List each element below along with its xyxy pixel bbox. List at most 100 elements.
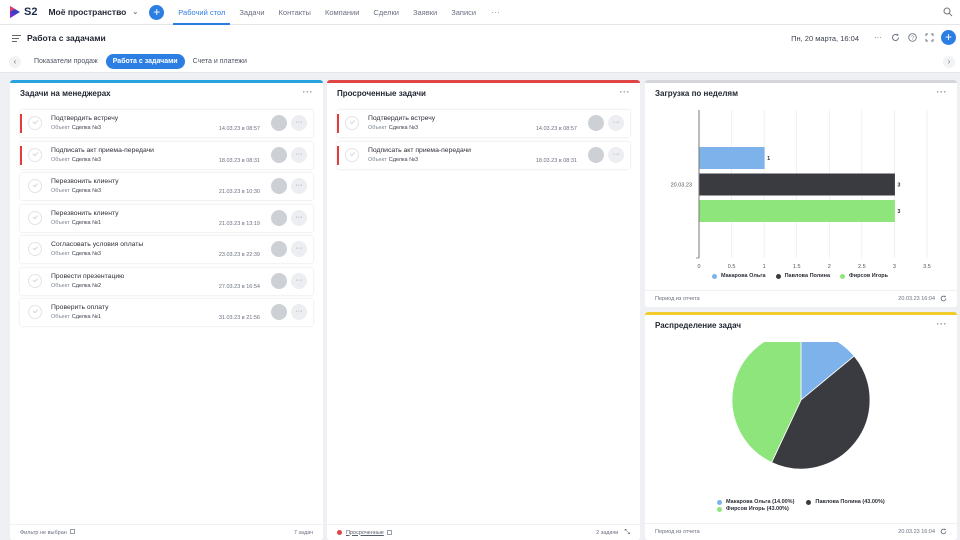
task-object-link[interactable]: Сделка №2 (71, 282, 102, 289)
task-object-link[interactable]: Сделка №1 (71, 314, 102, 320)
task-card[interactable]: Провести презентацию Объект Сделка №2 27.03… (20, 267, 313, 295)
logo[interactable]: S2 (9, 6, 37, 18)
panel-menu-icon[interactable]: ··· (936, 87, 947, 97)
top-bar: S2 Моё пространство ⌄ + Рабочий стол Зад… (0, 0, 960, 25)
panel-menu-icon[interactable]: ··· (619, 87, 630, 97)
chevron-right-icon[interactable]: › (943, 56, 955, 68)
avatar[interactable] (588, 115, 604, 131)
nav-contacts[interactable]: Контакты (278, 7, 311, 17)
complete-check-icon[interactable] (28, 179, 42, 193)
task-more-icon[interactable]: ··· (291, 241, 307, 257)
task-object-link[interactable]: Сделка №3 (71, 125, 102, 131)
task-card[interactable]: Подписать акт приема-передачи Объект Сделк… (20, 141, 313, 169)
avatar[interactable] (588, 146, 604, 163)
legend-item[interactable]: Макарова Ольга (14.00%) (717, 499, 794, 505)
workspace-selector[interactable]: Моё пространство ⌄ (48, 7, 138, 17)
avatar[interactable] (271, 272, 287, 289)
complete-check-icon[interactable] (28, 242, 42, 256)
chevron-left-icon[interactable]: ‹ (9, 56, 21, 68)
add-button[interactable]: + (149, 4, 165, 20)
task-object-link[interactable]: Сделка №3 (71, 156, 102, 163)
add-widget-button[interactable]: + (941, 29, 956, 45)
legend-item[interactable]: Павлова Полина (43.00%) (806, 499, 885, 505)
resize-handle-icon[interactable]: ⤡ (624, 528, 630, 536)
task-card[interactable]: Подписать акт приема-передачи Объект Сделк… (337, 141, 630, 169)
nav-records[interactable]: Записи (451, 7, 477, 17)
panel-menu-icon[interactable]: ··· (936, 319, 947, 329)
task-more-icon[interactable]: ··· (291, 272, 307, 289)
pie-slice[interactable] (731, 342, 802, 463)
more-icon[interactable]: ··· (874, 32, 882, 42)
avatar[interactable] (271, 146, 287, 163)
refresh-icon[interactable] (940, 527, 947, 537)
nav-requests[interactable]: Заявки (412, 7, 438, 17)
legend-swatch (712, 273, 717, 279)
avatar[interactable] (271, 304, 287, 320)
nav-desktop[interactable]: Рабочий стол (171, 0, 232, 25)
nav-more-icon[interactable]: ··· (491, 7, 501, 17)
nav-deals[interactable]: Сделки (373, 7, 399, 17)
avatar[interactable] (271, 115, 287, 131)
task-more-icon[interactable]: ··· (291, 304, 307, 320)
task-more-icon[interactable]: ··· (608, 146, 624, 163)
pie-slice[interactable] (800, 342, 855, 401)
tab-tasks-work[interactable]: Работа с задачами (105, 54, 185, 69)
fullscreen-icon[interactable] (921, 29, 937, 45)
task-object-link[interactable]: Сделка №3 (71, 188, 102, 194)
complete-check-icon[interactable] (28, 305, 42, 319)
complete-check-icon[interactable] (28, 116, 42, 130)
filter-status[interactable]: Фильтр не выбран (20, 529, 75, 536)
legend-item[interactable]: Павлова Полина (775, 273, 830, 279)
current-datetime: Пн, 20 марта, 16:04 (791, 33, 859, 43)
task-object-link[interactable]: Сделка №3 (388, 156, 419, 163)
external-link-icon[interactable] (386, 530, 392, 535)
legend-swatch (775, 273, 781, 279)
help-icon[interactable]: ? (904, 29, 920, 45)
task-card[interactable]: Перезвонить клиенту Объект Сделка №1 21.03.… (20, 204, 313, 232)
refresh-icon[interactable] (940, 294, 947, 304)
task-card[interactable]: Подтвердить встречу Объект Сделка №3 14.03.… (337, 110, 630, 137)
tab-invoices[interactable]: Счета и платежи (192, 58, 247, 65)
panel-menu-icon[interactable]: ··· (302, 87, 313, 97)
task-object-link[interactable]: Сделка №3 (71, 251, 102, 257)
panel-accent-bar (645, 312, 957, 315)
bar (699, 173, 895, 196)
pie-slice[interactable] (771, 355, 871, 470)
avatar[interactable] (271, 178, 287, 194)
bar-value-label: 1 (767, 156, 770, 162)
task-card[interactable]: Проверить оплату Объект Сделка №1 31.03.23 … (20, 299, 313, 326)
legend-item[interactable]: Макарова Ольга (712, 273, 766, 279)
overdue-filter-link[interactable]: Просроченные (346, 529, 384, 536)
task-card[interactable]: Подтвердить встречу Объект Сделка №3 14.03.… (20, 110, 313, 137)
search-icon[interactable] (943, 7, 953, 17)
avatar[interactable] (271, 241, 287, 257)
complete-check-icon[interactable] (28, 210, 42, 225)
task-more-icon[interactable]: ··· (291, 146, 307, 163)
nav-companies[interactable]: Компании (324, 7, 360, 17)
menu-icon[interactable] (12, 33, 21, 44)
complete-check-icon[interactable] (345, 147, 359, 162)
legend-item[interactable]: Фирсов Игорь (43.00%) (717, 506, 789, 512)
tab-sales-metrics[interactable]: Показатели продаж (34, 58, 98, 65)
task-more-icon[interactable]: ··· (291, 115, 307, 131)
task-more-icon[interactable]: ··· (608, 115, 624, 131)
task-name: Перезвонить клиенту (51, 178, 119, 185)
nav-tasks[interactable]: Задачи (239, 7, 265, 17)
complete-check-icon[interactable] (28, 273, 42, 288)
task-object-link[interactable]: Сделка №3 (388, 125, 419, 131)
task-more-icon[interactable]: ··· (291, 178, 307, 194)
avatar[interactable] (271, 209, 287, 226)
complete-check-icon[interactable] (345, 116, 359, 130)
bar (699, 200, 895, 222)
task-due-date: 14.03.23 в 08:57 (535, 126, 577, 132)
task-name: Проверить оплату (51, 304, 109, 311)
task-more-icon[interactable]: ··· (291, 209, 307, 226)
chart-legend: Макарова Ольга (14.00%) Павлова Полина (4… (717, 499, 917, 513)
legend-item[interactable]: Фирсов Игорь (840, 273, 888, 279)
task-name: Подписать акт приема-передачи (51, 146, 154, 154)
complete-check-icon[interactable] (28, 147, 42, 162)
task-card[interactable]: Согласовать условия оплаты Объект Сделка №… (20, 236, 313, 263)
refresh-icon[interactable] (887, 29, 903, 45)
task-object-link[interactable]: Сделка №1 (71, 219, 102, 226)
task-card[interactable]: Перезвонить клиенту Объект Сделка №3 21.03.… (20, 173, 313, 200)
